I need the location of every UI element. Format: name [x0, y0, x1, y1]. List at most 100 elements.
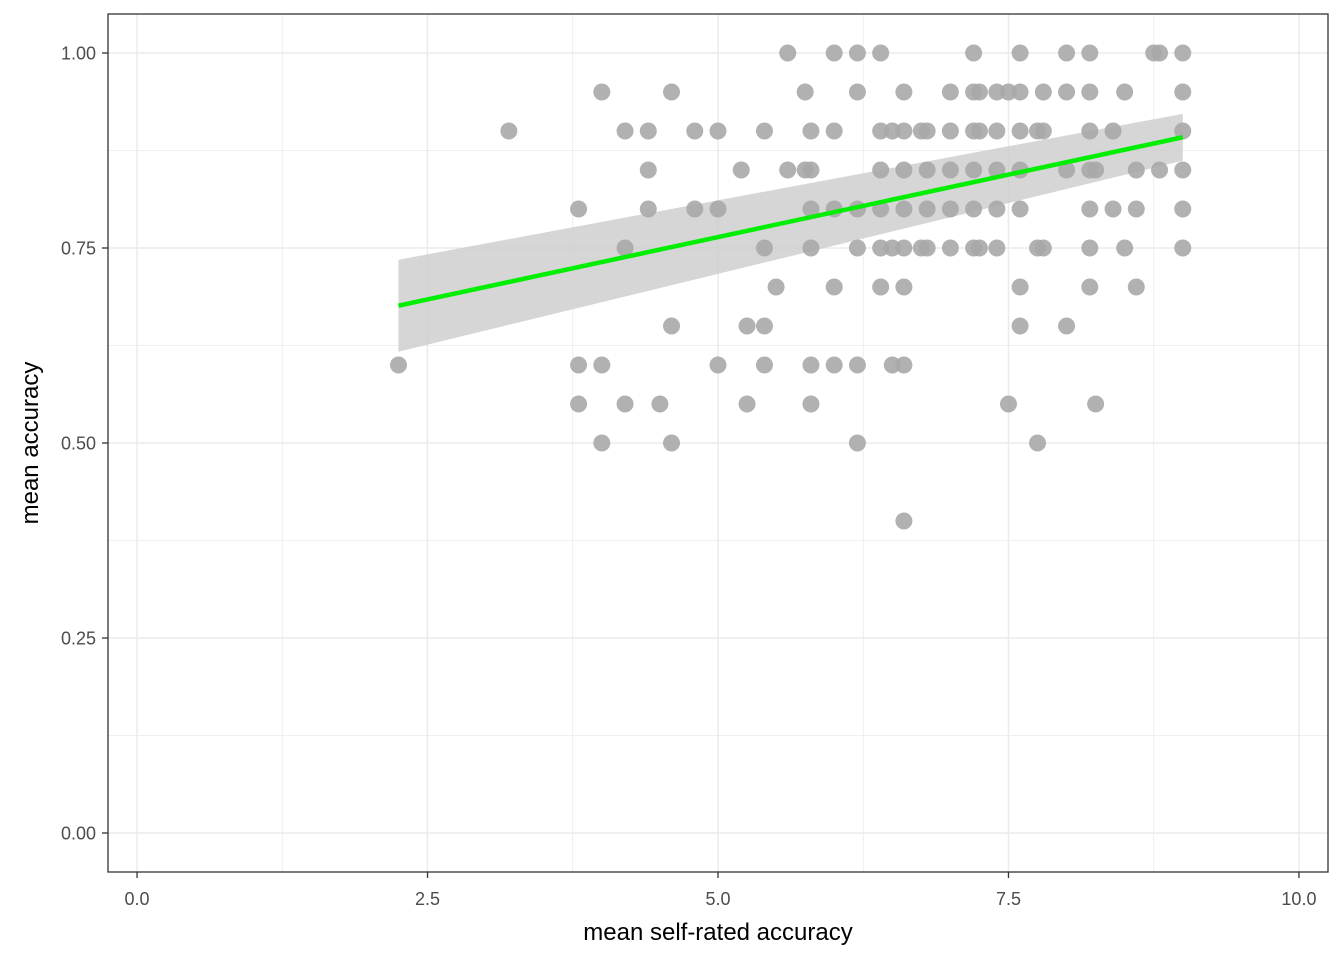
confidence-band [398, 113, 1183, 352]
data-point [1029, 434, 1047, 452]
data-point [1127, 278, 1145, 296]
data-point [988, 83, 1006, 101]
data-point [639, 122, 657, 140]
data-point [941, 161, 959, 179]
data-point [639, 200, 657, 218]
data-point [1104, 122, 1122, 140]
data-point [970, 239, 988, 257]
data-point [1174, 200, 1192, 218]
data-point [895, 278, 913, 296]
data-point [738, 395, 756, 413]
data-point [1081, 239, 1099, 257]
data-point [663, 317, 681, 335]
data-point [872, 239, 890, 257]
data-point [1174, 122, 1192, 140]
data-point [1034, 239, 1052, 257]
data-point [709, 356, 727, 374]
data-point [895, 239, 913, 257]
data-point [616, 122, 634, 140]
data-point [965, 44, 983, 62]
data-point [999, 395, 1017, 413]
data-point [755, 317, 773, 335]
data-point [872, 122, 890, 140]
data-point [1116, 239, 1134, 257]
data-point [802, 356, 820, 374]
y-axis-title: mean accuracy [17, 362, 44, 525]
x-tick-label: 2.5 [415, 889, 440, 909]
data-point [616, 395, 634, 413]
data-point [1151, 161, 1169, 179]
data-point [593, 83, 611, 101]
data-point [738, 317, 756, 335]
x-axis-ticks: 0.0 2.5 5.0 7.5 10.0 [125, 872, 1316, 909]
data-points [389, 44, 1192, 530]
y-tick-label: 1.00 [61, 44, 96, 64]
data-point [767, 278, 785, 296]
data-point [895, 512, 913, 530]
data-point [639, 161, 657, 179]
data-point [825, 44, 843, 62]
data-point [872, 161, 890, 179]
data-point [941, 122, 959, 140]
data-point [918, 122, 936, 140]
fit-line [398, 135, 1184, 308]
data-point [1034, 122, 1052, 140]
data-point [1087, 395, 1105, 413]
confidence-band-layer [398, 113, 1183, 352]
data-point [1081, 83, 1099, 101]
data-point [796, 83, 814, 101]
data-point [802, 200, 820, 218]
data-point [1174, 239, 1192, 257]
data-point [755, 239, 773, 257]
data-point [825, 278, 843, 296]
data-point [593, 434, 611, 452]
x-tick-label: 0.0 [125, 889, 150, 909]
data-point [941, 200, 959, 218]
data-point [1034, 83, 1052, 101]
data-point [1081, 122, 1099, 140]
data-point [872, 278, 890, 296]
data-point [802, 122, 820, 140]
data-point [755, 356, 773, 374]
data-point [779, 44, 797, 62]
data-point [570, 356, 588, 374]
data-point [825, 122, 843, 140]
data-point [848, 83, 866, 101]
x-tick-label: 5.0 [705, 889, 730, 909]
data-point [709, 200, 727, 218]
data-point [779, 161, 797, 179]
data-point [848, 44, 866, 62]
data-point [663, 83, 681, 101]
data-point [1011, 44, 1029, 62]
data-point [570, 200, 588, 218]
data-point [895, 356, 913, 374]
data-point [941, 83, 959, 101]
fit-line-layer [398, 135, 1184, 308]
x-axis-title: mean self-rated accuracy [583, 919, 852, 946]
data-point [1174, 44, 1192, 62]
data-point [709, 122, 727, 140]
y-tick-label: 0.00 [61, 824, 96, 844]
data-point [1011, 122, 1029, 140]
data-point [941, 239, 959, 257]
data-point [848, 239, 866, 257]
data-point [1151, 44, 1169, 62]
data-point [500, 122, 518, 140]
data-point [1011, 278, 1029, 296]
data-point [1104, 200, 1122, 218]
data-point [872, 44, 890, 62]
data-point [918, 239, 936, 257]
data-point [970, 122, 988, 140]
data-point [1011, 200, 1029, 218]
data-point [1174, 161, 1192, 179]
data-point [1127, 200, 1145, 218]
data-point [1058, 317, 1076, 335]
data-point [593, 356, 611, 374]
data-point [1127, 161, 1145, 179]
data-point [1058, 161, 1076, 179]
x-tick-label: 7.5 [996, 889, 1021, 909]
data-point [1174, 83, 1192, 101]
data-point [755, 122, 773, 140]
data-point [1011, 83, 1029, 101]
